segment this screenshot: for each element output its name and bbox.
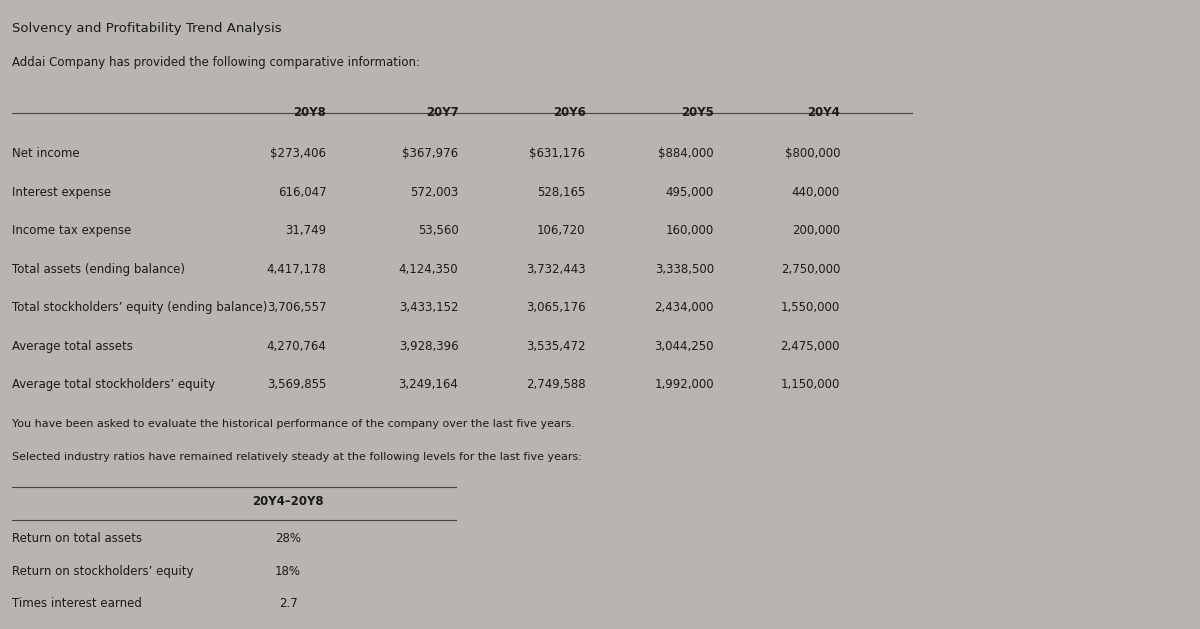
- Text: $800,000: $800,000: [785, 147, 840, 160]
- Text: 20Y5: 20Y5: [682, 106, 714, 119]
- Text: 1,992,000: 1,992,000: [654, 379, 714, 391]
- Text: 3,535,472: 3,535,472: [526, 340, 586, 353]
- Text: $631,176: $631,176: [529, 147, 586, 160]
- Text: 20Y4–20Y8: 20Y4–20Y8: [252, 495, 324, 508]
- Text: Total stockholders’ equity (ending balance): Total stockholders’ equity (ending balan…: [12, 301, 268, 314]
- Text: 528,165: 528,165: [538, 186, 586, 199]
- Text: Average total assets: Average total assets: [12, 340, 133, 353]
- Text: 1,550,000: 1,550,000: [781, 301, 840, 314]
- Text: 3,249,164: 3,249,164: [398, 379, 458, 391]
- Text: 3,433,152: 3,433,152: [398, 301, 458, 314]
- Text: Total assets (ending balance): Total assets (ending balance): [12, 263, 185, 276]
- Text: 572,003: 572,003: [410, 186, 458, 199]
- Text: Return on stockholders’ equity: Return on stockholders’ equity: [12, 565, 193, 577]
- Text: 2,434,000: 2,434,000: [654, 301, 714, 314]
- Text: 20Y6: 20Y6: [553, 106, 586, 119]
- Text: 4,270,764: 4,270,764: [266, 340, 326, 353]
- Text: 3,338,500: 3,338,500: [655, 263, 714, 276]
- Text: 20Y8: 20Y8: [294, 106, 326, 119]
- Text: 200,000: 200,000: [792, 225, 840, 238]
- Text: Income tax expense: Income tax expense: [12, 225, 131, 238]
- Text: 20Y4: 20Y4: [808, 106, 840, 119]
- Text: 3,706,557: 3,706,557: [266, 301, 326, 314]
- Text: 3,065,176: 3,065,176: [526, 301, 586, 314]
- Text: Net income: Net income: [12, 147, 79, 160]
- Text: 3,732,443: 3,732,443: [526, 263, 586, 276]
- Text: Return on total assets: Return on total assets: [12, 532, 142, 545]
- Text: $884,000: $884,000: [659, 147, 714, 160]
- Text: 3,928,396: 3,928,396: [398, 340, 458, 353]
- Text: 1,150,000: 1,150,000: [781, 379, 840, 391]
- Text: 616,047: 616,047: [277, 186, 326, 199]
- Text: Selected industry ratios have remained relatively steady at the following levels: Selected industry ratios have remained r…: [12, 452, 582, 462]
- Text: 3,569,855: 3,569,855: [268, 379, 326, 391]
- Text: 28%: 28%: [275, 532, 301, 545]
- Text: 4,124,350: 4,124,350: [398, 263, 458, 276]
- Text: 20Y7: 20Y7: [426, 106, 458, 119]
- Text: 495,000: 495,000: [666, 186, 714, 199]
- Text: Addai Company has provided the following comparative information:: Addai Company has provided the following…: [12, 56, 420, 69]
- Text: Solvency and Profitability Trend Analysis: Solvency and Profitability Trend Analysi…: [12, 22, 282, 35]
- Text: Interest expense: Interest expense: [12, 186, 112, 199]
- Text: 160,000: 160,000: [666, 225, 714, 238]
- Text: 440,000: 440,000: [792, 186, 840, 199]
- Text: 3,044,250: 3,044,250: [654, 340, 714, 353]
- Text: $273,406: $273,406: [270, 147, 326, 160]
- Text: 4,417,178: 4,417,178: [266, 263, 326, 276]
- Text: 2,750,000: 2,750,000: [781, 263, 840, 276]
- Text: 31,749: 31,749: [286, 225, 326, 238]
- Text: 18%: 18%: [275, 565, 301, 577]
- Text: Average total stockholders’ equity: Average total stockholders’ equity: [12, 379, 215, 391]
- Text: 2,475,000: 2,475,000: [780, 340, 840, 353]
- Text: 106,720: 106,720: [538, 225, 586, 238]
- Text: 53,560: 53,560: [418, 225, 458, 238]
- Text: 2,749,588: 2,749,588: [526, 379, 586, 391]
- Text: You have been asked to evaluate the historical performance of the company over t: You have been asked to evaluate the hist…: [12, 419, 575, 429]
- Text: $367,976: $367,976: [402, 147, 458, 160]
- Text: 2.7: 2.7: [278, 597, 298, 610]
- Text: Times interest earned: Times interest earned: [12, 597, 142, 610]
